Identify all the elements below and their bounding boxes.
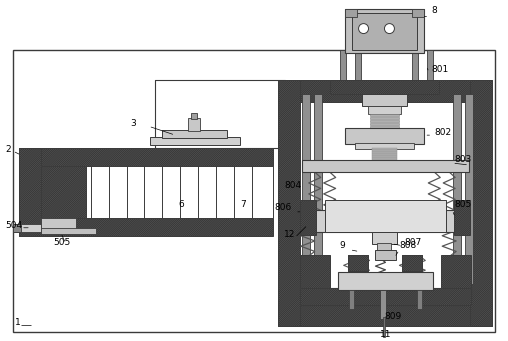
Bar (191, 113, 197, 119)
Text: 809: 809 (385, 312, 402, 321)
Bar (348, 290, 354, 309)
Bar (371, 152, 397, 153)
Bar (19, 148, 273, 166)
Bar (453, 94, 461, 283)
Bar (371, 148, 397, 150)
Bar (371, 158, 397, 160)
Bar (371, 156, 397, 158)
Bar (344, 9, 424, 54)
Bar (330, 80, 439, 94)
Bar (344, 9, 357, 17)
Bar (347, 255, 367, 271)
Bar (278, 80, 492, 102)
Bar (412, 9, 424, 17)
Text: 805: 805 (454, 200, 471, 209)
Text: 801: 801 (431, 65, 449, 74)
Bar (41, 218, 76, 230)
Bar (338, 271, 433, 290)
Bar (347, 255, 367, 271)
Bar (300, 102, 470, 305)
Text: 807: 807 (404, 238, 422, 247)
Bar (310, 210, 461, 232)
Bar (155, 80, 285, 148)
Bar (441, 255, 471, 287)
Bar (371, 150, 397, 152)
Bar (454, 200, 470, 235)
Bar (19, 218, 273, 236)
Bar (384, 317, 386, 337)
Bar (19, 148, 41, 236)
Bar (13, 50, 495, 332)
Bar (300, 287, 471, 306)
Bar (418, 290, 422, 309)
Text: 8: 8 (431, 6, 437, 15)
Circle shape (359, 24, 368, 33)
Bar (188, 118, 200, 131)
Bar (362, 94, 407, 106)
Text: 7: 7 (240, 200, 246, 209)
Bar (13, 224, 21, 232)
Bar (371, 232, 397, 244)
Bar (412, 50, 418, 85)
Bar (314, 94, 322, 283)
Bar (325, 200, 446, 232)
Circle shape (385, 24, 394, 33)
Bar (302, 160, 469, 172)
Bar (371, 154, 397, 155)
Bar (344, 128, 424, 144)
Text: 12: 12 (284, 230, 295, 239)
Bar (41, 166, 86, 218)
Text: 2: 2 (5, 145, 11, 154)
Bar (150, 137, 240, 145)
Bar (302, 94, 310, 283)
Bar (369, 117, 399, 119)
Bar (300, 255, 330, 287)
Bar (300, 287, 471, 306)
Text: 806: 806 (274, 203, 291, 212)
Text: 11: 11 (379, 330, 391, 339)
Text: 802: 802 (434, 128, 452, 137)
Bar (278, 80, 300, 326)
Text: 6: 6 (178, 200, 184, 209)
Bar (278, 305, 492, 326)
Bar (369, 126, 399, 128)
Bar (369, 123, 399, 125)
Bar (355, 143, 415, 149)
Bar (41, 228, 96, 234)
Text: 505: 505 (53, 238, 70, 247)
Bar (380, 290, 387, 320)
Bar (369, 120, 399, 122)
Bar (352, 13, 418, 50)
Text: 504: 504 (5, 221, 22, 230)
Bar (300, 200, 316, 235)
Bar (470, 80, 492, 326)
Bar (377, 243, 392, 251)
Bar (355, 50, 361, 85)
Text: 3: 3 (131, 119, 136, 128)
Bar (13, 224, 41, 232)
Bar (374, 250, 396, 260)
Bar (402, 255, 422, 271)
Text: 9: 9 (340, 241, 345, 250)
Text: 803: 803 (454, 155, 471, 164)
Bar (369, 114, 399, 116)
Text: 808: 808 (399, 241, 417, 250)
Bar (19, 166, 273, 218)
Bar (402, 255, 422, 271)
Bar (465, 94, 473, 283)
Bar (340, 50, 345, 85)
Bar (367, 106, 401, 114)
Text: 1: 1 (15, 318, 21, 327)
Bar (163, 130, 227, 138)
Bar (427, 50, 433, 85)
Text: 804: 804 (284, 181, 301, 190)
